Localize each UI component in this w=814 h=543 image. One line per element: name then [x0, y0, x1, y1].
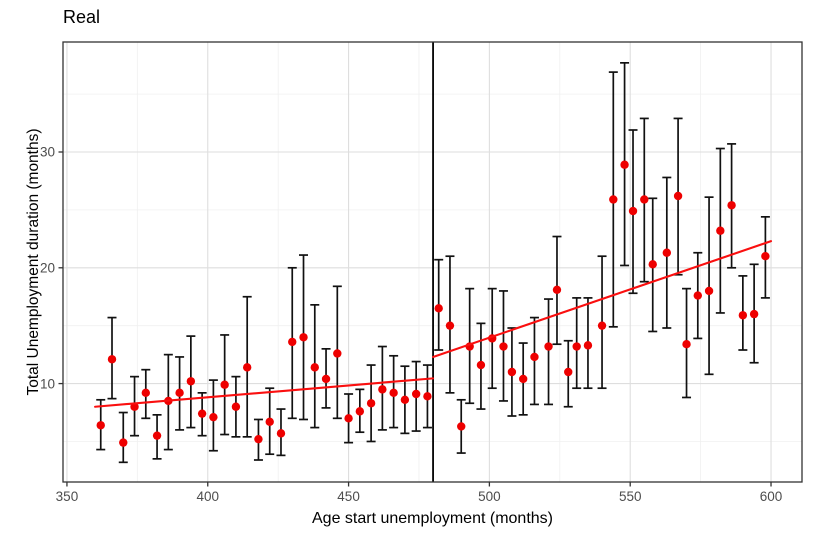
data-point	[445, 321, 455, 330]
x-tick-label: 600	[760, 489, 783, 504]
data-point	[749, 309, 759, 319]
x-tick-label: 350	[56, 489, 79, 504]
y-tick-label: 20	[40, 260, 55, 275]
data-point	[761, 252, 770, 261]
data-point	[662, 248, 672, 257]
data-point	[476, 360, 486, 370]
data-point	[583, 341, 593, 350]
data-point	[727, 201, 736, 210]
data-point	[620, 160, 629, 169]
data-point	[530, 352, 539, 362]
data-point	[276, 429, 286, 438]
x-tick-label: 550	[619, 489, 642, 504]
data-point	[411, 389, 421, 399]
data-point	[366, 399, 376, 408]
data-point	[400, 395, 410, 404]
data-point	[648, 260, 657, 269]
data-point	[288, 337, 297, 347]
data-point	[310, 363, 319, 372]
data-point	[716, 226, 725, 235]
data-point	[265, 417, 274, 426]
data-point	[175, 388, 184, 398]
data-point	[518, 374, 528, 384]
y-axis-title: Total Unemployment duration (months)	[25, 128, 42, 396]
data-point	[254, 434, 263, 444]
data-point	[333, 349, 342, 358]
data-point	[197, 409, 207, 418]
data-point	[738, 311, 748, 320]
data-point	[209, 412, 218, 422]
data-point	[682, 340, 691, 349]
x-tick-label: 450	[337, 489, 360, 504]
data-point	[693, 291, 702, 300]
data-point	[434, 304, 443, 313]
data-point	[423, 392, 432, 401]
data-point	[344, 414, 353, 423]
y-tick-label: 10	[40, 376, 55, 391]
x-tick-label: 400	[196, 489, 219, 504]
data-point	[640, 195, 649, 204]
data-point	[572, 342, 581, 351]
x-tick-label: 500	[478, 489, 501, 504]
trend-line	[94, 377, 435, 408]
data-point	[321, 374, 331, 384]
data-point	[152, 431, 162, 440]
y-tick-label: 30	[40, 145, 55, 160]
x-axis-title: Age start unemployment (months)	[312, 510, 553, 527]
data-point	[544, 342, 553, 351]
data-point	[457, 422, 466, 431]
data-point	[107, 355, 117, 364]
data-point	[628, 206, 638, 216]
data-point	[389, 388, 398, 398]
data-point	[564, 367, 573, 377]
data-point	[704, 286, 714, 296]
data-point	[242, 363, 252, 372]
data-point	[507, 367, 517, 377]
data-point	[609, 195, 618, 204]
data-point	[597, 321, 607, 330]
data-point	[141, 388, 150, 398]
data-point	[119, 438, 128, 447]
data-point	[355, 407, 365, 416]
plot-title: Real	[63, 7, 101, 27]
data-point	[231, 402, 241, 411]
trend-line	[432, 240, 773, 358]
data-point	[96, 421, 105, 430]
data-point	[186, 377, 196, 386]
data-point	[673, 191, 683, 201]
panel-border	[62, 41, 803, 483]
data-point	[299, 333, 308, 342]
data-point	[552, 285, 562, 294]
data-point	[378, 385, 387, 394]
data-point	[220, 380, 229, 389]
data-point	[499, 342, 508, 351]
